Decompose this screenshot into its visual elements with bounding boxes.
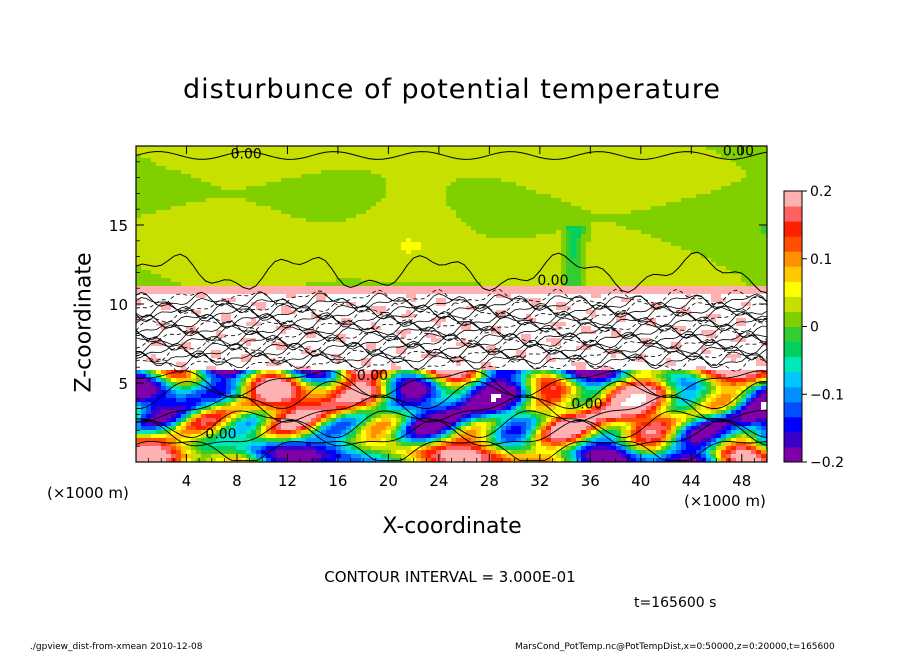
heatmap-field [136, 146, 767, 462]
x-tick-label: 12 [278, 472, 297, 490]
time-label: t=165600 s [634, 595, 717, 611]
colorbar-swatch [784, 206, 802, 222]
x-unit-label: (×1000 m) [684, 492, 766, 510]
x-tick-label: 48 [732, 472, 751, 490]
z-tick-label: 10 [109, 296, 128, 314]
colorbar-swatch [784, 386, 802, 403]
x-tick-label: 28 [480, 472, 499, 490]
colorbar: 0.2 0.1 0 −0.1 −0.2 [783, 184, 844, 471]
contour-lines [136, 151, 767, 461]
z-unit-label: (×1000 m) [47, 484, 129, 502]
chart-title: disturbunce of potential temperature [183, 74, 721, 105]
x-tick-label: 36 [581, 472, 600, 490]
footer-left: ./gpview_dist-from-xmean 2010-12-08 [30, 642, 203, 652]
colorbar-tick-label: 0.1 [810, 252, 832, 268]
colorbar-swatch [784, 341, 802, 358]
contour-label: 0.00 [571, 396, 602, 412]
colorbar-tick-label: −0.2 [810, 455, 844, 471]
colorbar-swatch [784, 296, 802, 312]
colorbar-swatch [784, 191, 802, 207]
x-axis-label: X-coordinate [382, 514, 522, 539]
colorbar-swatch [784, 311, 802, 327]
colorbar-swatch [784, 371, 802, 388]
colorbar-tick-label: −0.1 [810, 387, 844, 403]
x-tick-label: 40 [631, 472, 650, 490]
z-tick-label: 5 [118, 375, 128, 393]
colorbar-tick-label: 0 [810, 320, 819, 336]
x-tick-label: 20 [379, 472, 398, 490]
colorbar-swatch [784, 326, 802, 343]
x-tick-label: 16 [328, 472, 347, 490]
colorbar-tick-label: 0.2 [810, 184, 832, 200]
contour-label: 0.00 [231, 147, 262, 163]
contour-labels: 0.00 0.00 0.00 0.00 0.00 0.00 [205, 143, 754, 442]
colorbar-swatch [784, 401, 802, 418]
colorbar-swatch [784, 236, 802, 252]
colorbar-swatch [784, 416, 802, 433]
colorbar-swatch [784, 281, 802, 297]
x-tick-label: 24 [429, 472, 448, 490]
contour-label: 0.00 [205, 426, 236, 442]
x-tick-label: 8 [232, 472, 242, 490]
z-axis-ticks: 5 10 15 [109, 161, 767, 447]
contour-interval-text: CONTOUR INTERVAL = 3.000E-01 [324, 568, 576, 586]
contour-label: 0.00 [357, 368, 388, 384]
x-tick-label: 44 [682, 472, 701, 490]
contour-label: 0.00 [723, 143, 754, 159]
x-tick-label: 4 [182, 472, 192, 490]
x-tick-label: 32 [530, 472, 549, 490]
x-axis-ticks: 4 8 12 16 20 24 28 32 36 40 44 48 [148, 146, 755, 490]
colorbar-swatch [784, 251, 802, 267]
footer-right: MarsCond_PotTemp.nc@PotTempDist,x=0:5000… [515, 642, 835, 652]
colorbar-swatch [784, 356, 802, 373]
contour-label: 0.00 [537, 273, 568, 289]
colorbar-swatch [784, 221, 802, 237]
colorbar-swatch [784, 266, 802, 282]
colorbar-swatch [784, 446, 802, 463]
colorbar-swatch [784, 431, 802, 448]
z-tick-label: 15 [109, 217, 128, 235]
